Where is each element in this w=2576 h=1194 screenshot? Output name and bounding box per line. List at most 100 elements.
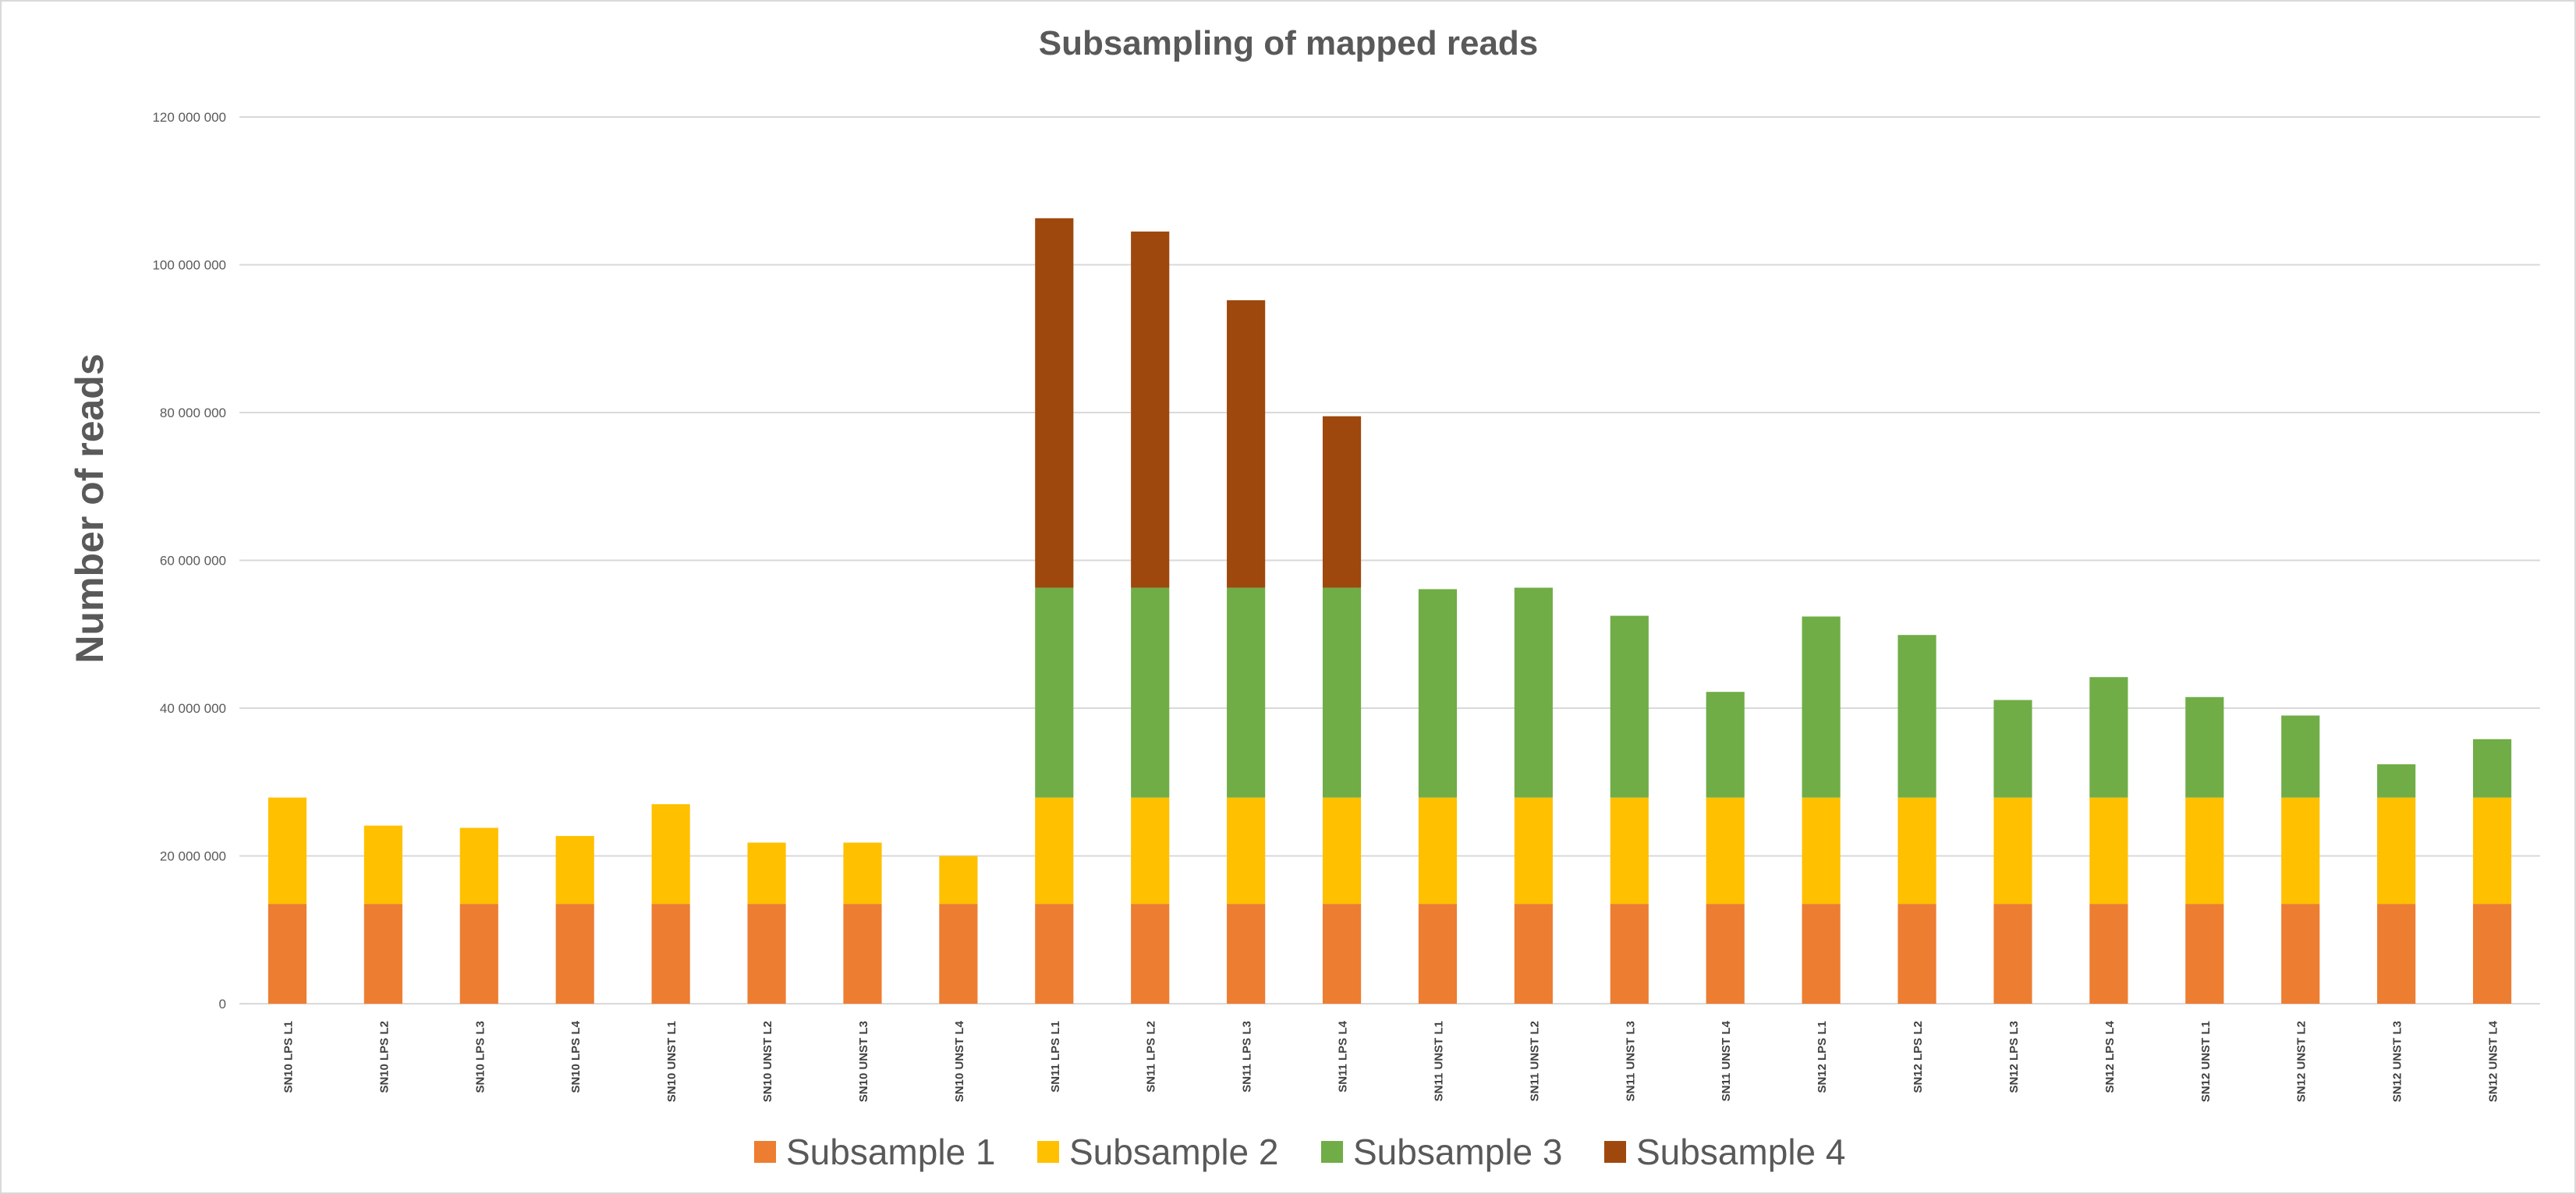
legend-swatch [1037,1141,1059,1163]
bar-segment-1 [555,904,594,1004]
x-tick-label: SN12 UNST L3 [2391,1021,2404,1102]
y-tick-label: 120 000 000 [152,110,226,125]
bar-segment-4 [1035,218,1074,588]
bar-segment-2 [268,797,307,905]
bar-segment-1 [747,904,786,1004]
bar-segment-2 [1418,797,1458,905]
x-tick-label: SN10 LPS L2 [377,1021,391,1093]
bar-segment-2 [2472,797,2512,905]
bar-segment-3 [2377,764,2416,798]
bar-segment-2 [747,842,786,905]
bar-segment-1 [2472,904,2512,1004]
legend-swatch [754,1141,776,1163]
bar-segment-3 [2281,715,2320,798]
x-tick-label: SN12 UNST L1 [2199,1021,2213,1102]
legend-label: Subsample 1 [786,1132,996,1172]
bar-segment-3 [1610,615,1649,798]
bar-segment-3 [1418,589,1458,798]
bar-segment-1 [268,904,307,1004]
bar-segment-1 [939,904,978,1004]
bar-segment-3 [1706,692,1745,798]
bar-segment-3 [1227,587,1266,798]
legend-swatch [1321,1141,1343,1163]
bar-segment-1 [1131,904,1170,1004]
bar-segment-2 [1035,797,1074,905]
bar-segment-1 [843,904,882,1004]
x-tick-label: SN11 UNST L1 [1432,1021,1445,1101]
y-tick-label: 40 000 000 [160,701,226,716]
bar-segment-2 [651,804,690,905]
bar-segment-2 [1802,797,1841,905]
bar-segment-1 [1514,904,1553,1004]
bar-segment-1 [2089,904,2128,1004]
x-tick-label: SN10 UNST L2 [761,1021,774,1102]
bar-segment-3 [1322,587,1362,798]
bar-segment-1 [651,904,690,1004]
gridlines [239,116,2540,1004]
bar-segment-3 [1897,635,1936,798]
x-tick-label: SN10 UNST L4 [953,1020,966,1102]
bar-segment-2 [555,835,594,905]
bar-segment-2 [459,827,498,905]
bar-segment-3 [2089,677,2128,798]
bar-segment-2 [2281,797,2320,905]
x-tick-label: SN12 UNST L2 [2295,1021,2308,1102]
x-tick-label: SN12 LPS L3 [2007,1021,2021,1093]
bars [268,218,2512,1004]
x-tick-label: SN11 UNST L2 [1528,1021,1541,1101]
x-tick-label: SN11 LPS L3 [1241,1021,1254,1093]
y-tick-label: 80 000 000 [160,406,226,420]
bar-segment-3 [1035,587,1074,798]
bar-segment-1 [1610,904,1649,1004]
bar-segment-1 [2185,904,2224,1004]
bar-segment-1 [1706,904,1745,1004]
bar-segment-1 [1897,904,1936,1004]
legend-label: Subsample 4 [1636,1132,1846,1172]
x-tick-label: SN10 LPS L3 [473,1021,487,1093]
bar-segment-1 [459,904,498,1004]
bar-segment-2 [2089,797,2128,905]
bar-segment-1 [1322,904,1362,1004]
x-tick-label: SN10 LPS L4 [569,1020,583,1093]
x-tick-label: SN12 LPS L1 [1816,1021,1829,1093]
x-tick-label: SN10 UNST L3 [857,1021,870,1102]
y-tick-label: 100 000 000 [152,258,226,273]
x-tick-label: SN12 UNST L4 [2487,1020,2500,1102]
bar-segment-2 [1610,797,1649,905]
bar-segment-3 [1131,587,1170,798]
bar-segment-3 [2185,696,2224,798]
bar-segment-2 [363,825,402,905]
bar-segment-2 [1514,797,1553,905]
bar-segment-3 [1802,616,1841,798]
y-tick-label: 60 000 000 [160,554,226,569]
bar-segment-2 [939,856,978,905]
bar-segment-2 [843,842,882,905]
y-axis-ticks: 0 20 000 000 40 000 000 60 000 000 80 000 00… [152,110,226,1012]
bar-segment-3 [1993,700,2032,798]
x-tick-label: SN11 LPS L4 [1337,1020,1350,1092]
legend-swatch [1604,1141,1626,1163]
bar-segment-2 [1993,797,2032,905]
bar-segment-2 [1322,797,1362,905]
bar-segment-2 [2377,797,2416,905]
bar-segment-4 [1322,416,1362,588]
bar-segment-2 [2185,797,2224,905]
y-axis-label: Number of reads [68,353,112,663]
bar-segment-1 [1993,904,2032,1004]
bar-segment-2 [1131,797,1170,905]
bar-segment-2 [1897,797,1936,905]
legend-label: Subsample 3 [1353,1132,1563,1172]
x-tick-label: SN10 LPS L1 [282,1021,295,1093]
chart-title: Subsampling of mapped reads [1039,24,1539,62]
x-axis-ticks: SN10 LPS L1 SN10 LPS L2 SN10 LPS L3 SN10 LP… [282,1020,2500,1102]
x-tick-label: SN11 LPS L2 [1145,1021,1158,1093]
x-tick-label: SN10 UNST L1 [665,1021,679,1102]
y-tick-label: 20 000 000 [160,849,226,864]
legend-label: Subsample 2 [1069,1132,1279,1172]
x-tick-label: SN11 LPS L1 [1049,1021,1062,1093]
x-tick-label: SN12 LPS L4 [2103,1020,2117,1093]
bar-segment-1 [1227,904,1266,1004]
bar-segment-3 [2472,739,2512,798]
